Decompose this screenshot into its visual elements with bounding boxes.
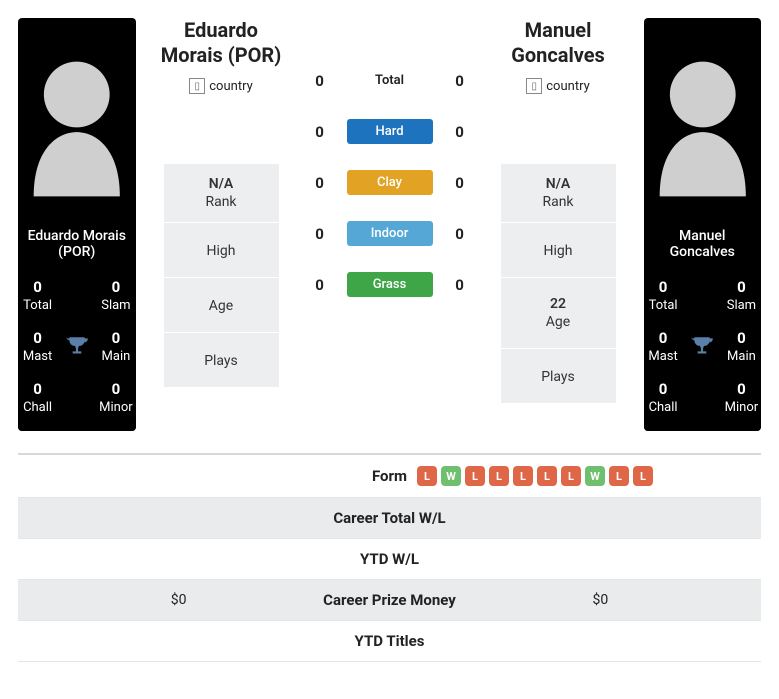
info-age: Age	[164, 278, 279, 333]
stat-minor: 0Minor	[96, 372, 135, 423]
trophy-icon	[689, 334, 715, 360]
player-silhouette-left	[18, 18, 136, 218]
stat-spacer	[683, 372, 722, 423]
surface-row-total: 0 Total 0	[307, 68, 473, 93]
title-stats-right: 0Total 0Slam 0Mast 0Main 0Chall 0Minor	[644, 270, 762, 431]
player-name-left: Eduardo Morais (POR)	[18, 218, 136, 270]
row-career-prize: $0 Career Prize Money $0	[18, 580, 761, 621]
broken-image-icon: ▯	[189, 78, 205, 94]
player-card-left: Eduardo Morais (POR) 0Total 0Slam 0Mast …	[18, 18, 136, 431]
stat-total: 0Total	[644, 270, 683, 321]
avatar-silhouette-icon	[18, 18, 136, 218]
form-chip-l: L	[465, 466, 485, 486]
comparison-table: Form LWLLLLLWLL Career Total W/L YTD W/L…	[18, 453, 761, 662]
form-chip-l: L	[513, 466, 533, 486]
comparison-top-row: Eduardo Morais (POR) 0Total 0Slam 0Mast …	[18, 18, 761, 431]
stat-spacer	[683, 270, 722, 321]
form-chip-l: L	[417, 466, 437, 486]
form-chip-l: L	[537, 466, 557, 486]
stat-spacer	[57, 270, 96, 321]
surface-row-indoor: 0 Indoor 0	[307, 221, 473, 246]
surface-row-grass: 0 Grass 0	[307, 272, 473, 297]
form-chip-l: L	[561, 466, 581, 486]
info-stack-left: N/ARank High Age Plays	[164, 164, 279, 387]
title-stats-left: 0Total 0Slam 0Mast 0Main 0Chall 0Minor	[18, 270, 136, 431]
row-ytd-wl: YTD W/L	[18, 539, 761, 580]
surface-row-clay: 0 Clay 0	[307, 170, 473, 195]
info-plays: Plays	[164, 333, 279, 387]
stat-mast: 0Mast	[18, 321, 57, 372]
trophy-icon-cell	[683, 321, 722, 372]
country-flag-right: ▯ country	[526, 72, 590, 94]
info-high: High	[164, 223, 279, 278]
info-high: High	[501, 223, 616, 278]
stat-chall: 0Chall	[644, 372, 683, 423]
player-meta-left: Eduardo Morais (POR) ▯ country N/ARank H…	[154, 18, 289, 387]
stat-mast: 0Mast	[644, 321, 683, 372]
trophy-icon-cell	[57, 321, 96, 372]
player-card-right: Manuel Goncalves 0Total 0Slam 0Mast 0Mai…	[644, 18, 762, 431]
row-career-wl: Career Total W/L	[18, 498, 761, 539]
stat-chall: 0Chall	[18, 372, 57, 423]
info-plays: Plays	[501, 349, 616, 403]
stat-spacer	[57, 372, 96, 423]
player-silhouette-right	[644, 18, 762, 218]
player-heading-left: Eduardo Morais (POR)	[154, 18, 289, 68]
info-age: 22Age	[501, 278, 616, 349]
form-chip-w: W	[585, 466, 605, 486]
broken-image-icon: ▯	[526, 78, 542, 94]
form-chip-l: L	[609, 466, 629, 486]
form-chip-l: L	[633, 466, 653, 486]
info-rank: N/ARank	[164, 164, 279, 223]
player-heading-right: Manuel Goncalves	[491, 18, 626, 68]
avatar-silhouette-icon	[644, 18, 762, 218]
stat-main: 0Main	[96, 321, 135, 372]
player-meta-right: Manuel Goncalves ▯ country N/ARank High …	[491, 18, 626, 403]
surface-row-hard: 0 Hard 0	[307, 119, 473, 144]
country-flag-left: ▯ country	[189, 72, 253, 94]
info-rank: N/ARank	[501, 164, 616, 223]
stat-slam: 0Slam	[96, 270, 135, 321]
form-strip-right: LWLLLLLWLL	[407, 466, 745, 486]
stat-main: 0Main	[722, 321, 761, 372]
info-stack-right: N/ARank High 22Age Plays	[501, 164, 616, 403]
row-form: Form LWLLLLLWLL	[18, 455, 761, 498]
trophy-icon	[64, 334, 90, 360]
form-chip-l: L	[489, 466, 509, 486]
h2h-surface-column: 0 Total 0 0 Hard 0 0 Clay 0 0 Indoor 0 0	[307, 18, 473, 297]
stat-slam: 0Slam	[722, 270, 761, 321]
player-name-right: Manuel Goncalves	[644, 218, 762, 270]
stat-minor: 0Minor	[722, 372, 761, 423]
form-chip-w: W	[441, 466, 461, 486]
row-ytd-titles: YTD Titles	[18, 621, 761, 662]
stat-total: 0Total	[18, 270, 57, 321]
